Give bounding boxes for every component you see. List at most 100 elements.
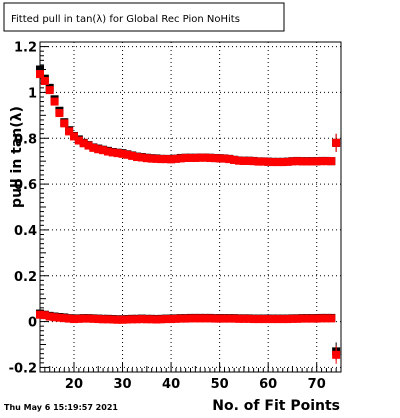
data-point bbox=[269, 315, 278, 324]
data-point bbox=[162, 155, 171, 164]
title-box bbox=[3, 2, 285, 32]
data-point bbox=[239, 314, 248, 323]
data-point bbox=[94, 145, 103, 154]
data-point bbox=[307, 314, 316, 323]
data-point bbox=[108, 315, 117, 324]
data-point bbox=[225, 314, 234, 323]
y-tick-label: 0.8 bbox=[14, 132, 37, 147]
data-point bbox=[191, 314, 200, 323]
data-point bbox=[176, 154, 185, 163]
data-point bbox=[36, 65, 44, 74]
data-point bbox=[79, 139, 88, 148]
x-tick-label: 50 bbox=[211, 377, 229, 392]
data-point bbox=[259, 157, 268, 166]
data-point bbox=[293, 157, 302, 166]
data-point bbox=[288, 314, 297, 323]
data-point bbox=[133, 153, 142, 162]
data-point bbox=[40, 311, 49, 320]
y-tick-label: 1 bbox=[28, 86, 37, 101]
series-3 bbox=[36, 310, 341, 364]
data-point bbox=[235, 314, 244, 323]
data-point bbox=[84, 314, 93, 323]
data-point bbox=[225, 155, 234, 164]
data-point bbox=[210, 154, 219, 163]
data-point bbox=[152, 154, 161, 163]
data-point bbox=[298, 314, 307, 323]
data-point bbox=[74, 136, 83, 145]
data-point bbox=[220, 314, 229, 323]
data-point bbox=[152, 315, 161, 324]
data-point bbox=[322, 314, 331, 323]
data-point bbox=[181, 153, 190, 162]
marks-layer bbox=[36, 65, 341, 364]
data-point bbox=[147, 154, 156, 163]
data-point bbox=[298, 157, 307, 166]
data-point bbox=[264, 157, 273, 166]
data-point bbox=[303, 314, 312, 323]
data-point bbox=[103, 315, 112, 324]
x-tick-label: 60 bbox=[259, 377, 277, 392]
data-point bbox=[167, 315, 176, 324]
data-point bbox=[137, 153, 146, 162]
data-point bbox=[65, 314, 74, 323]
data-point bbox=[273, 158, 282, 167]
data-point bbox=[278, 158, 287, 167]
data-point bbox=[244, 156, 253, 165]
data-point bbox=[317, 314, 326, 323]
data-point bbox=[230, 156, 239, 165]
data-point bbox=[259, 315, 268, 324]
data-point bbox=[128, 315, 137, 324]
data-point bbox=[133, 315, 142, 324]
data-point bbox=[69, 132, 78, 141]
data-point bbox=[45, 312, 54, 321]
data-point bbox=[278, 315, 287, 324]
data-point bbox=[99, 146, 108, 155]
data-point bbox=[137, 315, 146, 324]
series-0 bbox=[36, 65, 341, 166]
data-point bbox=[196, 314, 205, 323]
data-point bbox=[205, 153, 214, 162]
data-point bbox=[317, 157, 326, 166]
data-point bbox=[273, 315, 282, 324]
data-point bbox=[332, 350, 341, 359]
y-tick-label: 0.2 bbox=[14, 270, 37, 285]
axis-layer: 20 30 40 50 60 70 -0.2 0 0.2 0.4 0.6 0.8 1 1.2 bbox=[9, 41, 342, 392]
data-point bbox=[36, 310, 44, 319]
data-point bbox=[303, 157, 312, 166]
data-point bbox=[65, 127, 74, 136]
chart-title: Fitted pull in tan(λ) for Global Rec Pio… bbox=[11, 14, 240, 25]
data-point bbox=[60, 119, 69, 128]
data-point bbox=[162, 315, 171, 324]
data-point bbox=[113, 149, 122, 158]
data-point bbox=[79, 314, 88, 323]
y-axis-label: pull in tan(λ) bbox=[9, 106, 25, 208]
data-point bbox=[74, 314, 83, 323]
x-axis-label: No. of Fit Points bbox=[212, 398, 340, 414]
data-point bbox=[312, 157, 321, 166]
data-point bbox=[176, 314, 185, 323]
data-point bbox=[89, 314, 98, 323]
data-point bbox=[99, 315, 108, 324]
data-point bbox=[118, 315, 127, 324]
data-point bbox=[210, 314, 219, 323]
data-point bbox=[186, 314, 195, 323]
data-point bbox=[113, 315, 122, 324]
data-point bbox=[55, 109, 64, 118]
data-point bbox=[283, 315, 292, 324]
data-point bbox=[205, 314, 214, 323]
y-tick-label: 0 bbox=[28, 316, 37, 331]
data-point bbox=[147, 315, 156, 324]
data-point bbox=[108, 148, 117, 157]
data-point bbox=[123, 150, 132, 159]
data-point bbox=[123, 315, 132, 324]
data-point bbox=[327, 157, 336, 166]
data-point bbox=[244, 314, 253, 323]
data-point bbox=[264, 315, 273, 324]
data-point bbox=[215, 154, 224, 163]
x-tick-label: 20 bbox=[65, 377, 83, 392]
data-point bbox=[239, 156, 248, 165]
data-point bbox=[45, 86, 54, 95]
data-point bbox=[118, 149, 127, 158]
